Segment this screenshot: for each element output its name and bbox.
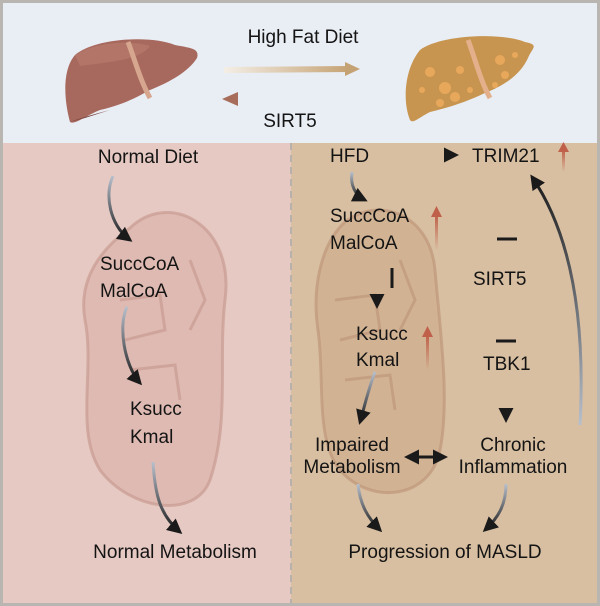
right-kmal-label: Kmal [356, 350, 399, 371]
succcoa-up-arrow-icon [431, 206, 442, 250]
hfd-forward-arrow [223, 66, 351, 73]
left-arrow-mods-to-outcome [151, 461, 183, 534]
mitochondrion-left-icon [82, 211, 228, 507]
chronic-label: Chronic [480, 435, 545, 456]
normal-diet-label: Normal Diet [98, 147, 199, 168]
metabolism-label: Metabolism [303, 457, 400, 478]
trim21-label: TRIM21 [472, 146, 540, 167]
hfd-label: HFD [330, 146, 369, 167]
right-malcoa-label: MalCoA [330, 233, 398, 254]
impaired-label: Impaired [315, 435, 389, 456]
ksucc-up-arrow-icon [422, 326, 433, 370]
left-kmal-label: Kmal [130, 427, 173, 448]
inflammation-label: Inflammation [459, 457, 568, 478]
inhibit-sirt5-succination [390, 268, 458, 288]
left-succcoa-label: SuccCoA [100, 254, 180, 275]
right-ksucc-label: Ksucc [356, 324, 408, 345]
high-fat-diet-label: High Fat Diet [248, 27, 360, 48]
sirt5-reverse-label: SIRT5 [263, 111, 317, 132]
inhibit-trim21-sirt5 [497, 178, 517, 241]
arrow-hfd-to-metabolites [350, 171, 368, 202]
left-ksucc-label: Ksucc [130, 399, 182, 420]
mitochondrion-right-icon [314, 208, 446, 494]
fatty-liver-icon [405, 36, 534, 122]
left-panel [3, 143, 291, 603]
arrow-impaired-to-masld [356, 483, 383, 533]
left-malcoa-label: MalCoA [100, 281, 168, 302]
left-arrow-metabolites-to-mods [121, 306, 142, 386]
sirt5-label: SIRT5 [473, 269, 527, 290]
inhibit-sirt5-tbk1 [496, 290, 516, 343]
normal-metabolism-label: Normal Metabolism [93, 542, 257, 563]
left-arrow-diet-to-metabolites [107, 175, 133, 242]
healthy-liver-icon [65, 39, 198, 123]
progression-masld-label: Progression of MASLD [348, 542, 541, 563]
right-succcoa-label: SuccCoA [330, 206, 410, 227]
arrow-mods-to-impaired [356, 371, 377, 425]
arrow-inflammation-to-masld [482, 483, 508, 533]
trim21-up-arrow-icon [558, 142, 569, 172]
arrow-inflammation-to-trim21 [530, 174, 583, 426]
tbk1-label: TBK1 [483, 354, 531, 375]
